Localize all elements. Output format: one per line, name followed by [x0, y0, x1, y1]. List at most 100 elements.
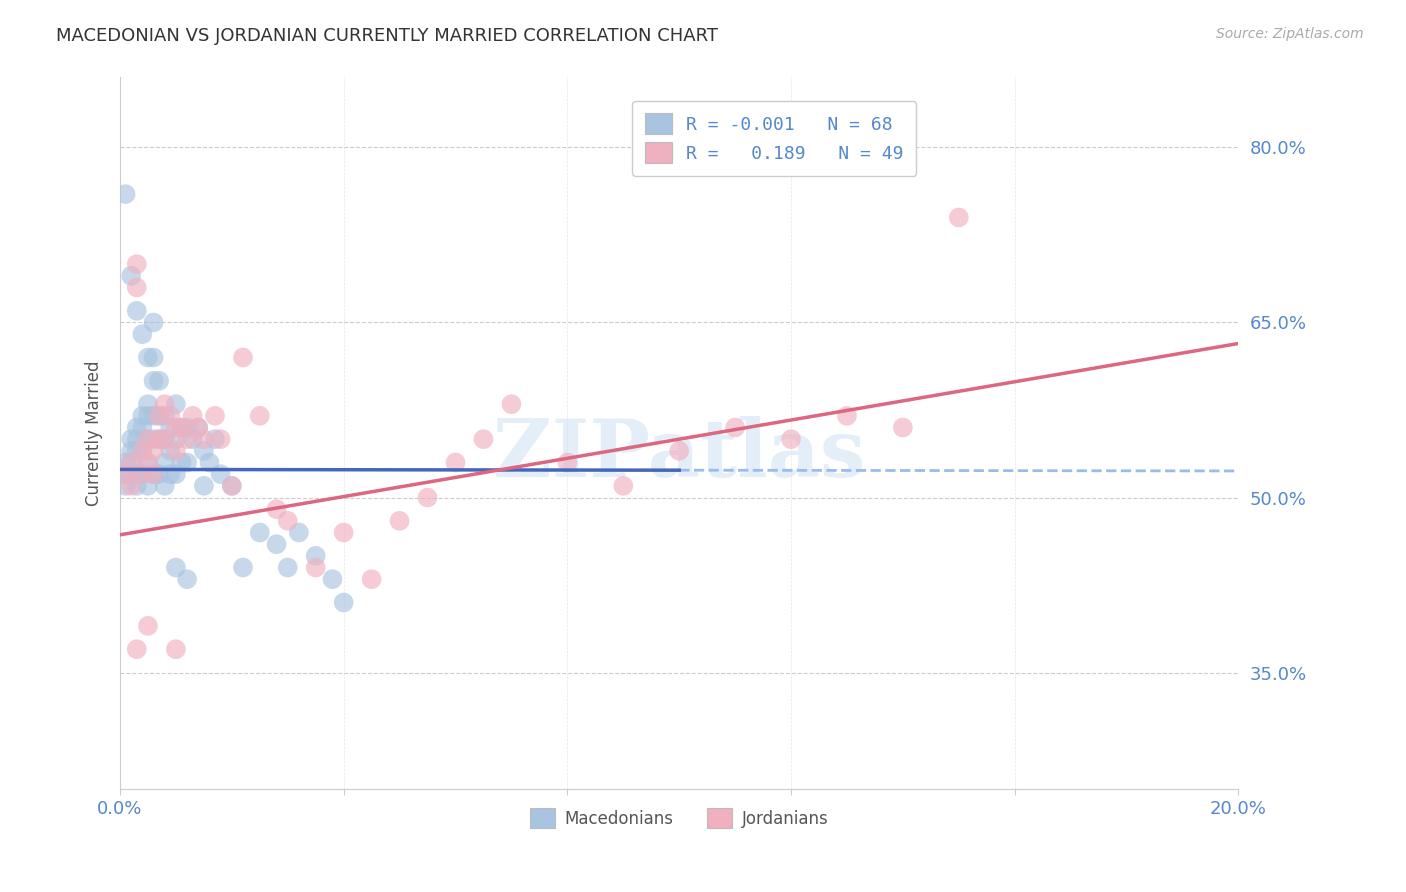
Point: [120, 432, 142, 446]
Point: [159, 443, 181, 458]
Point: [165, 467, 187, 482]
Point: [204, 409, 226, 423]
Point: [332, 525, 354, 540]
Point: [332, 595, 354, 609]
Point: [136, 479, 159, 493]
Point: [136, 409, 159, 423]
Text: MACEDONIAN VS JORDANIAN CURRENTLY MARRIED CORRELATION CHART: MACEDONIAN VS JORDANIAN CURRENTLY MARRIE…: [56, 27, 718, 45]
Point: [131, 443, 153, 458]
Point: [120, 268, 142, 283]
Point: [181, 409, 204, 423]
Point: [360, 572, 382, 586]
Point: [187, 420, 209, 434]
Point: [148, 432, 170, 446]
Point: [125, 280, 148, 294]
Point: [120, 455, 142, 469]
Point: [170, 420, 193, 434]
Point: [193, 443, 215, 458]
Point: [159, 409, 181, 423]
Point: [125, 642, 148, 657]
Point: [501, 397, 523, 411]
Point: [249, 409, 271, 423]
Point: [125, 257, 148, 271]
Point: [277, 560, 299, 574]
Text: Source: ZipAtlas.com: Source: ZipAtlas.com: [1216, 27, 1364, 41]
Point: [780, 432, 803, 446]
Point: [153, 432, 176, 446]
Point: [120, 455, 142, 469]
Point: [221, 479, 243, 493]
Point: [114, 467, 136, 482]
Point: [193, 432, 215, 446]
Point: [165, 642, 187, 657]
Point: [209, 467, 232, 482]
Point: [159, 467, 181, 482]
Point: [170, 420, 193, 434]
Point: [209, 432, 232, 446]
Point: [125, 479, 148, 493]
Point: [232, 351, 254, 365]
Point: [142, 351, 165, 365]
Point: [204, 432, 226, 446]
Point: [221, 479, 243, 493]
Point: [142, 467, 165, 482]
Point: [114, 479, 136, 493]
Point: [136, 619, 159, 633]
Text: ZIPatlas: ZIPatlas: [494, 416, 865, 493]
Point: [148, 467, 170, 482]
Point: [176, 420, 198, 434]
Point: [187, 420, 209, 434]
Point: [165, 420, 187, 434]
Point: [131, 467, 153, 482]
Point: [125, 420, 148, 434]
Point: [153, 409, 176, 423]
Point: [176, 455, 198, 469]
Point: [159, 420, 181, 434]
Point: [668, 443, 690, 458]
Point: [120, 443, 142, 458]
Point: [136, 351, 159, 365]
Point: [193, 479, 215, 493]
Point: [142, 432, 165, 446]
Point: [835, 409, 858, 423]
Point: [125, 432, 148, 446]
Point: [136, 432, 159, 446]
Point: [176, 572, 198, 586]
Point: [277, 514, 299, 528]
Point: [176, 432, 198, 446]
Point: [148, 374, 170, 388]
Point: [136, 397, 159, 411]
Point: [120, 479, 142, 493]
Point: [142, 374, 165, 388]
Point: [148, 409, 170, 423]
Point: [266, 537, 288, 551]
Point: [114, 467, 136, 482]
Point: [948, 211, 970, 225]
Point: [388, 514, 411, 528]
Point: [153, 455, 176, 469]
Point: [165, 432, 187, 446]
Point: [472, 432, 495, 446]
Point: [153, 479, 176, 493]
Point: [198, 455, 221, 469]
Point: [232, 560, 254, 574]
Point: [125, 467, 148, 482]
Point: [142, 409, 165, 423]
Point: [131, 420, 153, 434]
Point: [114, 187, 136, 202]
Point: [136, 455, 159, 469]
Point: [321, 572, 343, 586]
Point: [165, 560, 187, 574]
Legend: Macedonians, Jordanians: Macedonians, Jordanians: [523, 802, 835, 834]
Y-axis label: Currently Married: Currently Married: [86, 360, 103, 506]
Point: [131, 327, 153, 342]
Point: [131, 409, 153, 423]
Point: [114, 455, 136, 469]
Point: [131, 467, 153, 482]
Point: [891, 420, 914, 434]
Point: [142, 467, 165, 482]
Point: [142, 443, 165, 458]
Point: [249, 525, 271, 540]
Point: [165, 443, 187, 458]
Point: [120, 467, 142, 482]
